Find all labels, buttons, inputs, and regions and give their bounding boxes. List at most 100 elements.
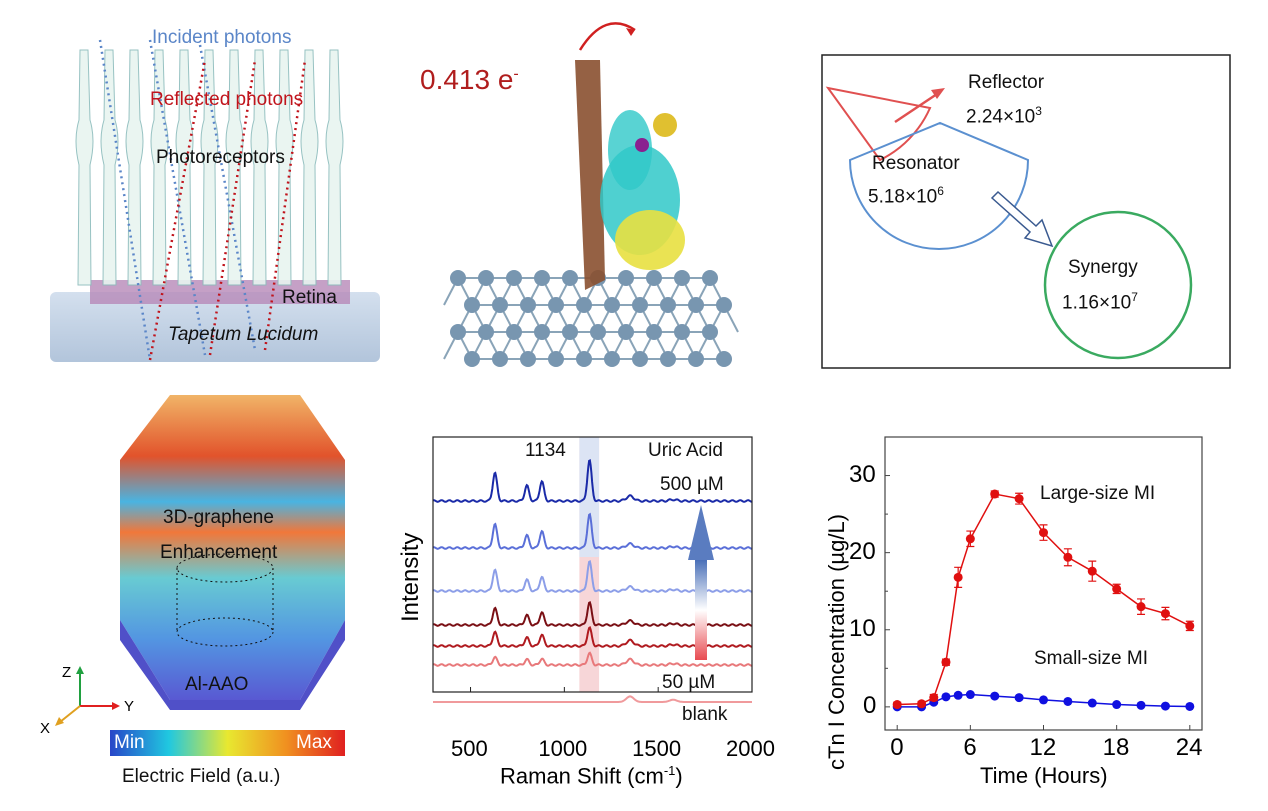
atom: [534, 270, 550, 286]
atom: [604, 351, 620, 367]
x-tick-label: 18: [1102, 734, 1130, 761]
resonator-value: 5.18×106: [868, 184, 944, 208]
atom: [576, 351, 592, 367]
atom: [478, 270, 494, 286]
reflector-mantissa: 2.24×10: [966, 106, 1036, 128]
rod-cell: [150, 49, 169, 286]
y-tick-label: 30: [849, 460, 876, 488]
atom: [632, 351, 648, 367]
raman-x-label-text: Raman Shift (cm: [500, 763, 664, 789]
simulation-block: [120, 395, 345, 710]
data-point: [917, 699, 927, 709]
data-point: [1160, 609, 1170, 619]
atom: [464, 297, 480, 313]
data-point: [1087, 698, 1097, 708]
high-conc-label: 500 µM: [660, 474, 724, 495]
resonator-label: Resonator: [872, 153, 960, 174]
data-point: [953, 690, 963, 700]
atom: [492, 351, 508, 367]
data-point: [1039, 528, 1048, 538]
synergy-shape: [1043, 210, 1193, 360]
chart-axes: [884, 436, 1203, 731]
atom: [576, 297, 592, 313]
reflected-photon-path: [208, 59, 257, 356]
reflector-value: 2.24×103: [966, 104, 1042, 128]
data-point: [1185, 621, 1195, 631]
analyte-label: Uric Acid: [648, 440, 723, 461]
data-point: [1185, 701, 1195, 711]
atom: [562, 270, 578, 286]
data-point: [1136, 700, 1146, 710]
atom: [646, 270, 662, 286]
data-point: [965, 690, 975, 700]
photon-paths: [98, 39, 307, 361]
data-point: [1014, 494, 1024, 504]
atom: [562, 324, 578, 340]
atom: [632, 297, 648, 313]
atom: [604, 297, 620, 313]
large-mi-label: Large-size MI: [1040, 483, 1156, 504]
atom: [716, 351, 732, 367]
atom: [506, 324, 522, 340]
conc-y-label: cTn I Concentration (µg/L): [824, 513, 849, 770]
concentration-chart: [884, 436, 1203, 731]
data-point: [1014, 693, 1024, 703]
reflector-shape: [825, 86, 932, 162]
atom: [478, 324, 494, 340]
x-tick-label: 0: [890, 734, 904, 761]
data-point: [1087, 566, 1097, 576]
raman-axes: [432, 436, 753, 693]
atom: [674, 270, 690, 286]
data-point: [1063, 696, 1073, 706]
retina-label: Retina: [282, 287, 337, 308]
data-point: [892, 700, 902, 710]
charge-sign: -: [513, 65, 519, 83]
rod-cell: [75, 49, 94, 286]
time-x-label: Time (Hours): [980, 763, 1108, 788]
blank-label: blank: [682, 704, 728, 725]
data-point: [990, 691, 1000, 701]
reflected-photon-path: [263, 59, 307, 351]
incident-photons-label: Incident photons: [152, 27, 292, 48]
atom: [548, 297, 564, 313]
atom: [464, 351, 480, 367]
mechanism-box: [821, 54, 1231, 369]
atom: [450, 324, 466, 340]
synergy-mantissa: 1.16×10: [1062, 292, 1132, 314]
incident-photon-path: [198, 44, 257, 351]
aao-label: Al-AAO: [185, 674, 249, 695]
spectrum-line: [432, 458, 753, 503]
y-tick-label: 0: [863, 691, 877, 719]
synergy-exponent: 7: [1131, 290, 1138, 304]
raman-chart: [432, 436, 753, 703]
atom: [660, 351, 676, 367]
charge-density-molecule: [575, 22, 685, 290]
y-tick-label: 20: [849, 537, 876, 565]
rod-cell: [125, 49, 144, 286]
x-axis-label: X: [40, 720, 51, 737]
rod-cell: [275, 49, 294, 286]
x-tick-label: 12: [1029, 734, 1057, 761]
axis-triad-icon: [55, 666, 120, 726]
rod-cell: [200, 49, 219, 286]
reflected-photons-label: Reflected photons: [150, 89, 304, 110]
atom: [548, 351, 564, 367]
increase-arrow: [695, 560, 707, 660]
charge-value: 0.413 e: [420, 64, 514, 95]
colorbar-min: Min: [114, 732, 145, 753]
photoreceptors-label: Photoreceptors: [156, 147, 285, 168]
rod-cell: [325, 49, 344, 286]
atom: [716, 297, 732, 313]
raman-y-label: Intensity: [397, 532, 424, 622]
reflector-exponent: 3: [1035, 104, 1042, 118]
enhancement-label: Enhancement: [160, 542, 278, 563]
raman-x-tick-label: 2000: [726, 736, 775, 761]
tapetum-layer: [50, 280, 380, 362]
atom: [688, 297, 704, 313]
atom: [520, 351, 536, 367]
atom: [618, 324, 634, 340]
x-tick-label: 6: [963, 734, 977, 761]
data-point: [941, 692, 951, 702]
atom: [702, 324, 718, 340]
